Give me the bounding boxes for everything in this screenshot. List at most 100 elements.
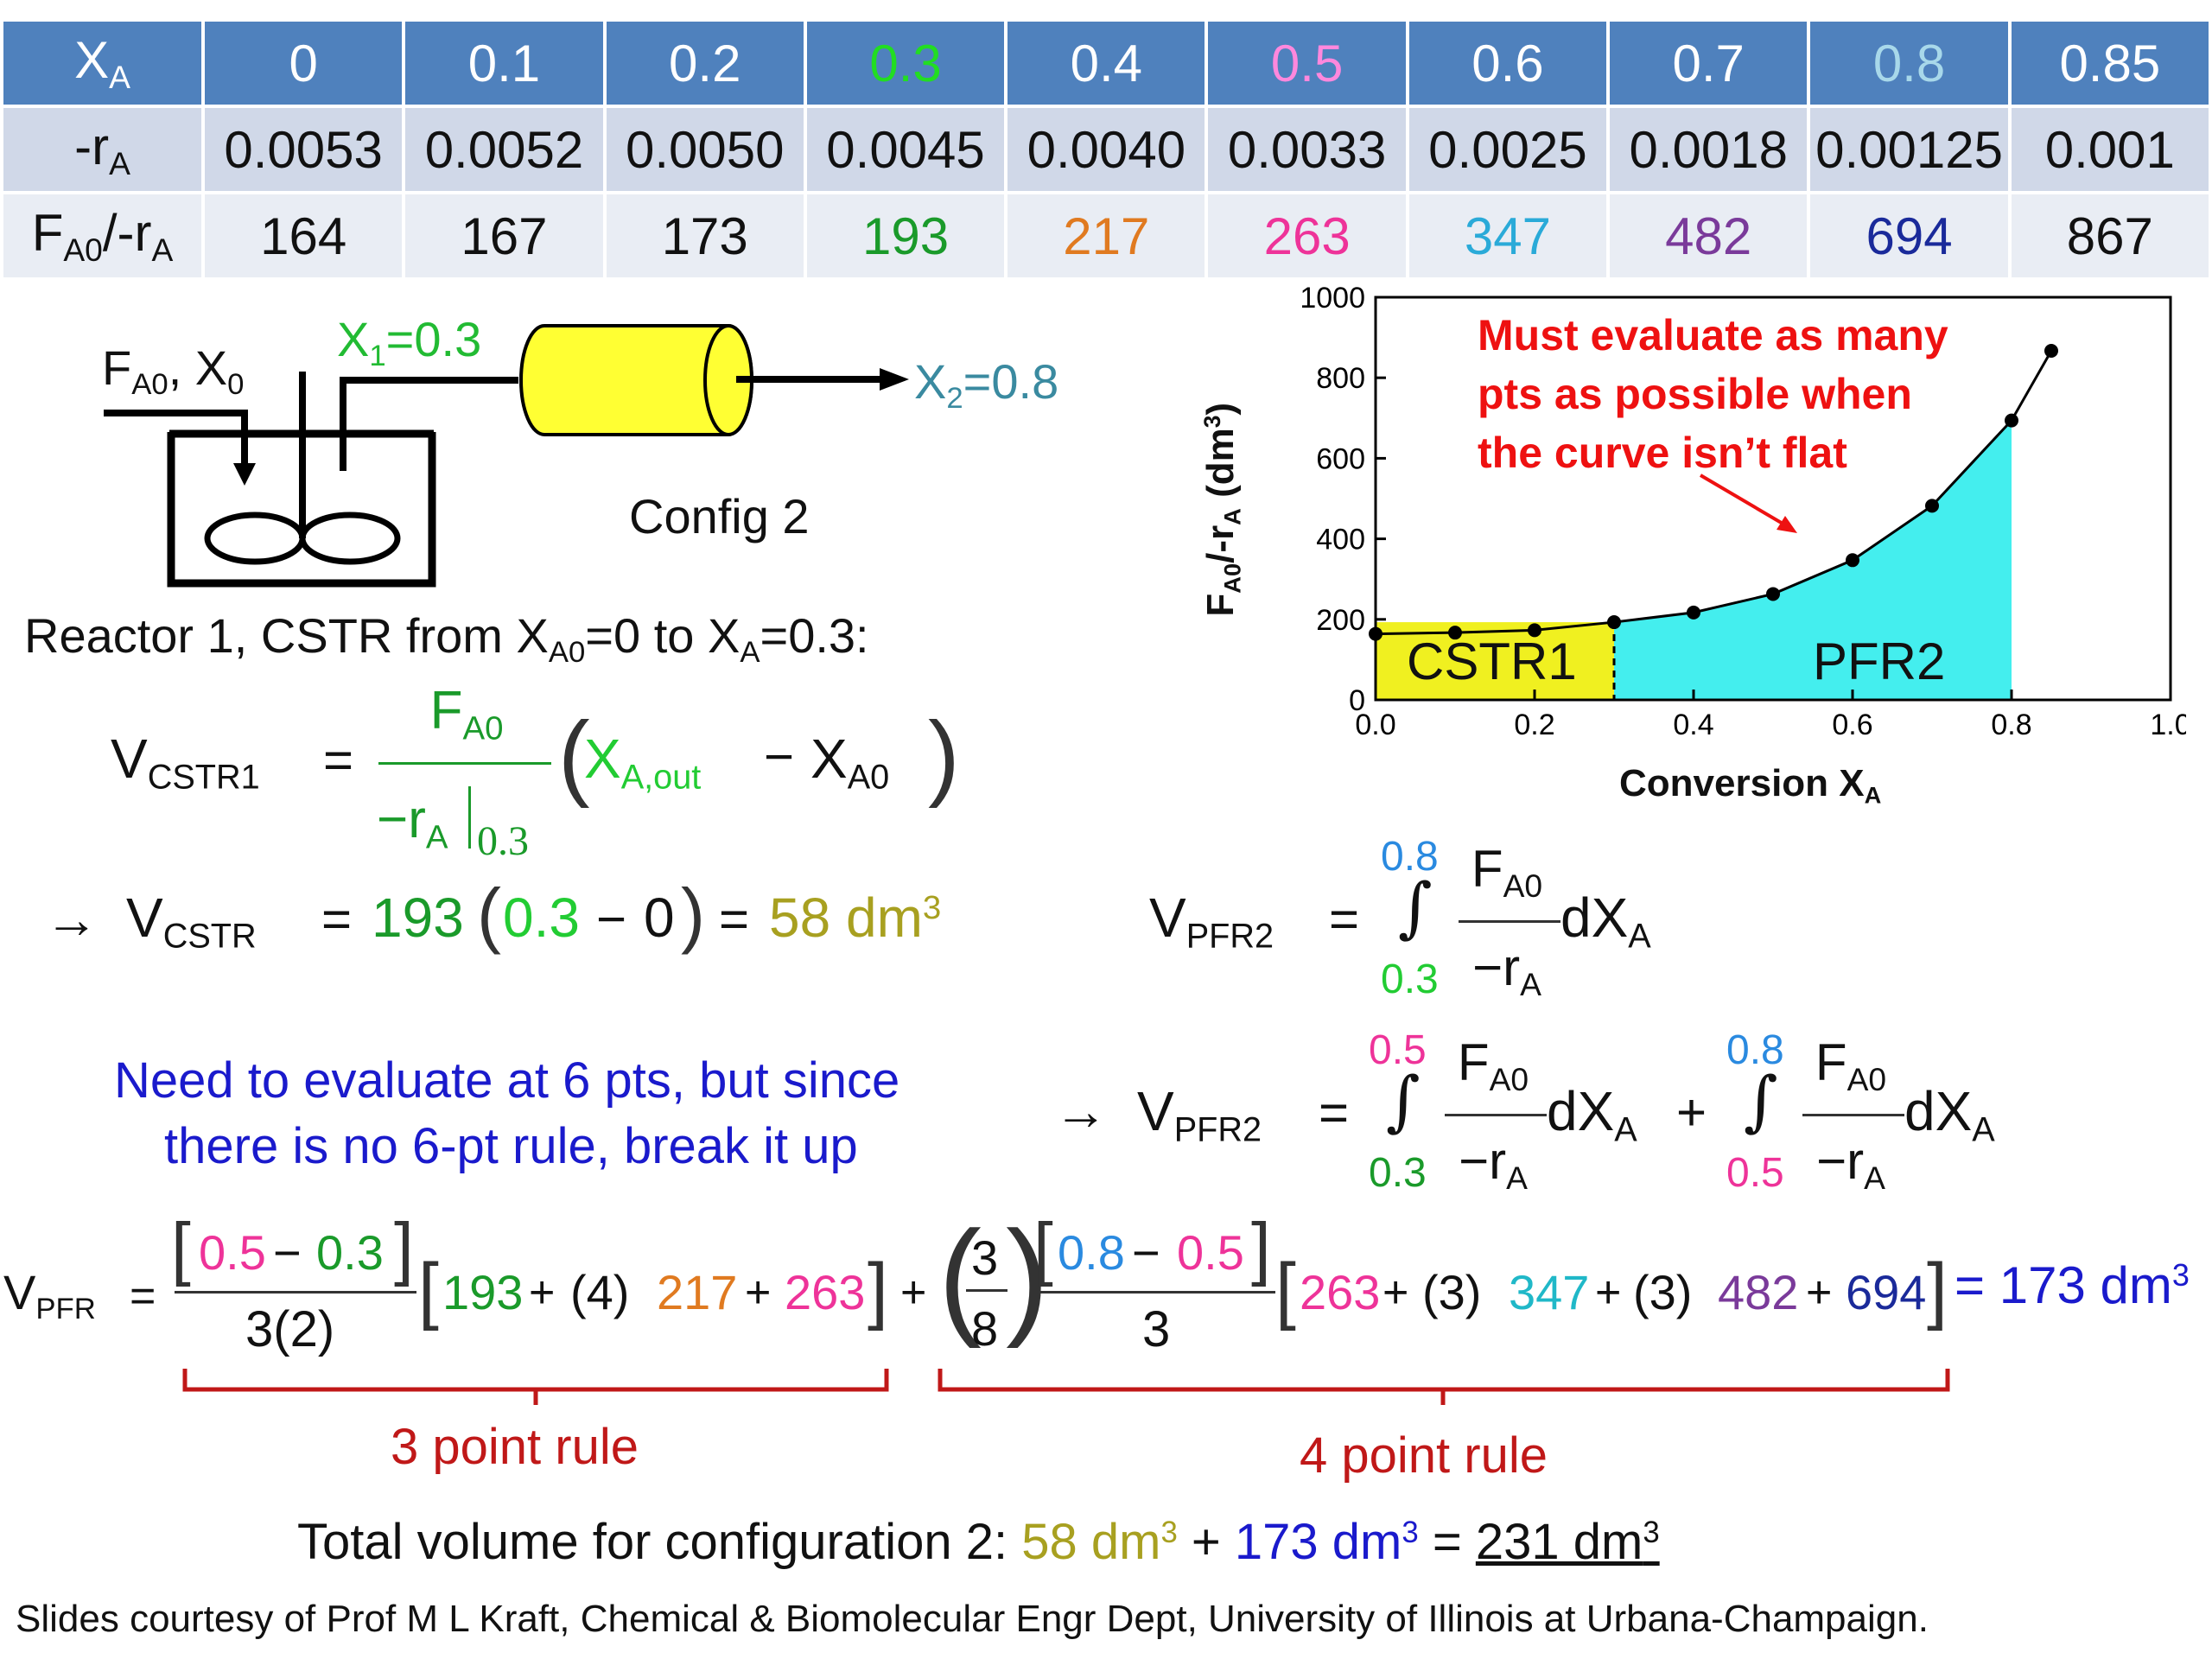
annotation-line-2: pts as possible when <box>1478 370 1912 418</box>
minus-sign: − <box>1132 1225 1160 1280</box>
feed-arrowhead <box>233 463 256 486</box>
bracket-open: [ <box>418 1249 439 1332</box>
differential: dXA <box>1560 887 1651 956</box>
fraction-bar <box>966 1289 1007 1292</box>
table-cell: 867 <box>2007 191 2212 281</box>
table-cell: 167 <box>402 191 607 281</box>
equals-sign: = <box>323 731 354 789</box>
table-cell: 0.0018 <box>1606 105 1811 194</box>
data-point <box>1528 623 1541 638</box>
y-tick-label: 200 <box>1316 604 1365 637</box>
fraction-bar <box>378 762 551 765</box>
x-tick-label: 1.0 <box>2150 709 2186 741</box>
rule-braces <box>182 1369 1950 1405</box>
table-cell: 0.6 <box>1405 18 1611 108</box>
y-tick-label: 800 <box>1316 362 1365 395</box>
x-tick-label: 0.4 <box>1673 709 1713 741</box>
integral-2-upper-limit: 0.8 <box>1726 1027 1784 1073</box>
minus-sign: − <box>273 1225 302 1280</box>
integral-2-lower-limit: 0.5 <box>1726 1150 1784 1196</box>
three-point-rule-label: 3 point rule <box>391 1419 639 1475</box>
term-263: 263 <box>1300 1265 1381 1319</box>
y-tick-label: 400 <box>1316 524 1365 556</box>
table-cell: 0.4 <box>1004 18 1209 108</box>
impeller-right <box>299 512 401 565</box>
term-482: 482 <box>1718 1265 1799 1319</box>
table-cell: 0.3 <box>803 18 1008 108</box>
bracket-open: [ <box>1033 1209 1053 1287</box>
table-cell: 0.85 <box>2007 18 2212 108</box>
cstr-volume-value: 58 dm3 <box>769 887 942 949</box>
cstr-numerator: FA0 <box>429 681 504 747</box>
cstr-denominator: −rA <box>377 790 448 856</box>
v-pfr-lhs: VPFR <box>3 1265 96 1326</box>
total-cstr-volume: 58 dm3 <box>1021 1514 1178 1570</box>
y-tick-label: 0 <box>1349 684 1365 717</box>
table-row-conversion: XA 0 0.1 0.2 0.3 0.4 0.5 0.6 0.7 0.8 0.8… <box>0 18 2212 108</box>
term-263: 263 <box>785 1265 866 1319</box>
table-cell: 0.0050 <box>602 105 807 194</box>
table-row-rate: -rA 0.0053 0.0052 0.0050 0.0045 0.0040 0… <box>0 105 2212 194</box>
table-cell: 0.0053 <box>200 105 406 194</box>
table-cell: 347 <box>1405 191 1611 281</box>
integral-upper-limit: 0.8 <box>1381 834 1439 880</box>
upper-limit: 0.8 <box>1058 1225 1125 1280</box>
integral-1-upper-limit: 0.5 <box>1369 1027 1427 1073</box>
equals-sign: = <box>130 1271 156 1321</box>
table-cell: 0.0040 <box>1004 105 1209 194</box>
open-paren: ( <box>558 702 590 809</box>
table-cell: 217 <box>1004 191 1209 281</box>
annotation-arrowhead <box>1777 516 1797 533</box>
data-point <box>1846 553 1859 568</box>
integrand-2-numerator: FA0 <box>1815 1033 1887 1097</box>
x-tick-label: 0.8 <box>1991 709 2031 741</box>
data-point <box>1925 499 1939 513</box>
integral-sign: ∫ <box>1744 1062 1778 1139</box>
x-axis-label: Conversion XA <box>1619 762 1882 809</box>
table-cell: 694 <box>1807 191 2012 281</box>
cstr-tank <box>167 432 436 588</box>
cstr1-region-label: CSTR1 <box>1407 632 1577 690</box>
x-tick-label: 0.2 <box>1514 709 1554 741</box>
plus-sign: + <box>1806 1268 1833 1318</box>
config-label: Config 2 <box>629 489 810 543</box>
lower-limit: 0.5 <box>1177 1225 1244 1280</box>
x-tick-label: 0.6 <box>1832 709 1872 741</box>
cstr1-region <box>1376 622 1614 700</box>
fraction-bar <box>1037 1291 1275 1294</box>
levenspiel-plot-svg: 0.0 0.2 0.4 0.6 0.8 1.0 0 200 400 600 800 1000 <box>1300 282 2190 741</box>
coefficient-3: (3) <box>1633 1265 1693 1319</box>
fraction-bar <box>1445 1114 1547 1116</box>
fraction-bar <box>1802 1114 1904 1116</box>
integrand-1-denominator: −rA <box>1459 1132 1528 1196</box>
three-point-brace <box>182 1369 889 1405</box>
table-row-levenspiel: FA0/-rA 164 167 173 193 217 263 347 482 … <box>0 191 2212 281</box>
term-193: 193 <box>442 1265 524 1319</box>
v-cstr-lhs: VCSTR <box>126 887 257 956</box>
table-cell: 0.001 <box>2007 105 2212 194</box>
table-cell: 0.0033 <box>1205 105 1409 194</box>
data-point <box>1448 626 1462 640</box>
table-cell: 0.5 <box>1205 18 1409 108</box>
x-a-out: XA,out <box>584 728 702 797</box>
feed-line <box>104 410 248 467</box>
impeller-left <box>204 512 306 565</box>
y-tick-label: 1000 <box>1300 282 1365 315</box>
term-694: 694 <box>1846 1265 1927 1319</box>
fraction-bar <box>1459 920 1560 923</box>
plot-frame <box>1374 296 2172 702</box>
pfr-volume-result: = 173 dm3 <box>1955 1256 2190 1314</box>
four-point-rule-label: 4 point rule <box>1300 1427 1548 1484</box>
table-cell: 0.7 <box>1606 18 1811 108</box>
table-cell: 0.8 <box>1807 18 2012 108</box>
total-volume-value: 231 dm3 <box>1475 1514 1660 1570</box>
integrand-1-numerator: FA0 <box>1457 1033 1529 1097</box>
arrow: → <box>45 890 99 950</box>
data-point <box>1607 615 1621 630</box>
bracket-open: [ <box>1275 1249 1296 1332</box>
coefficient-numerator: 3 <box>971 1230 999 1285</box>
x-tick-label: 0.0 <box>1355 709 1395 741</box>
data-table: XA 0 0.1 0.2 0.3 0.4 0.5 0.6 0.7 0.8 0.8… <box>0 18 2212 281</box>
total-pfr-volume: 173 dm3 <box>1234 1514 1419 1570</box>
x2-label: X2=0.8 <box>914 354 1059 416</box>
